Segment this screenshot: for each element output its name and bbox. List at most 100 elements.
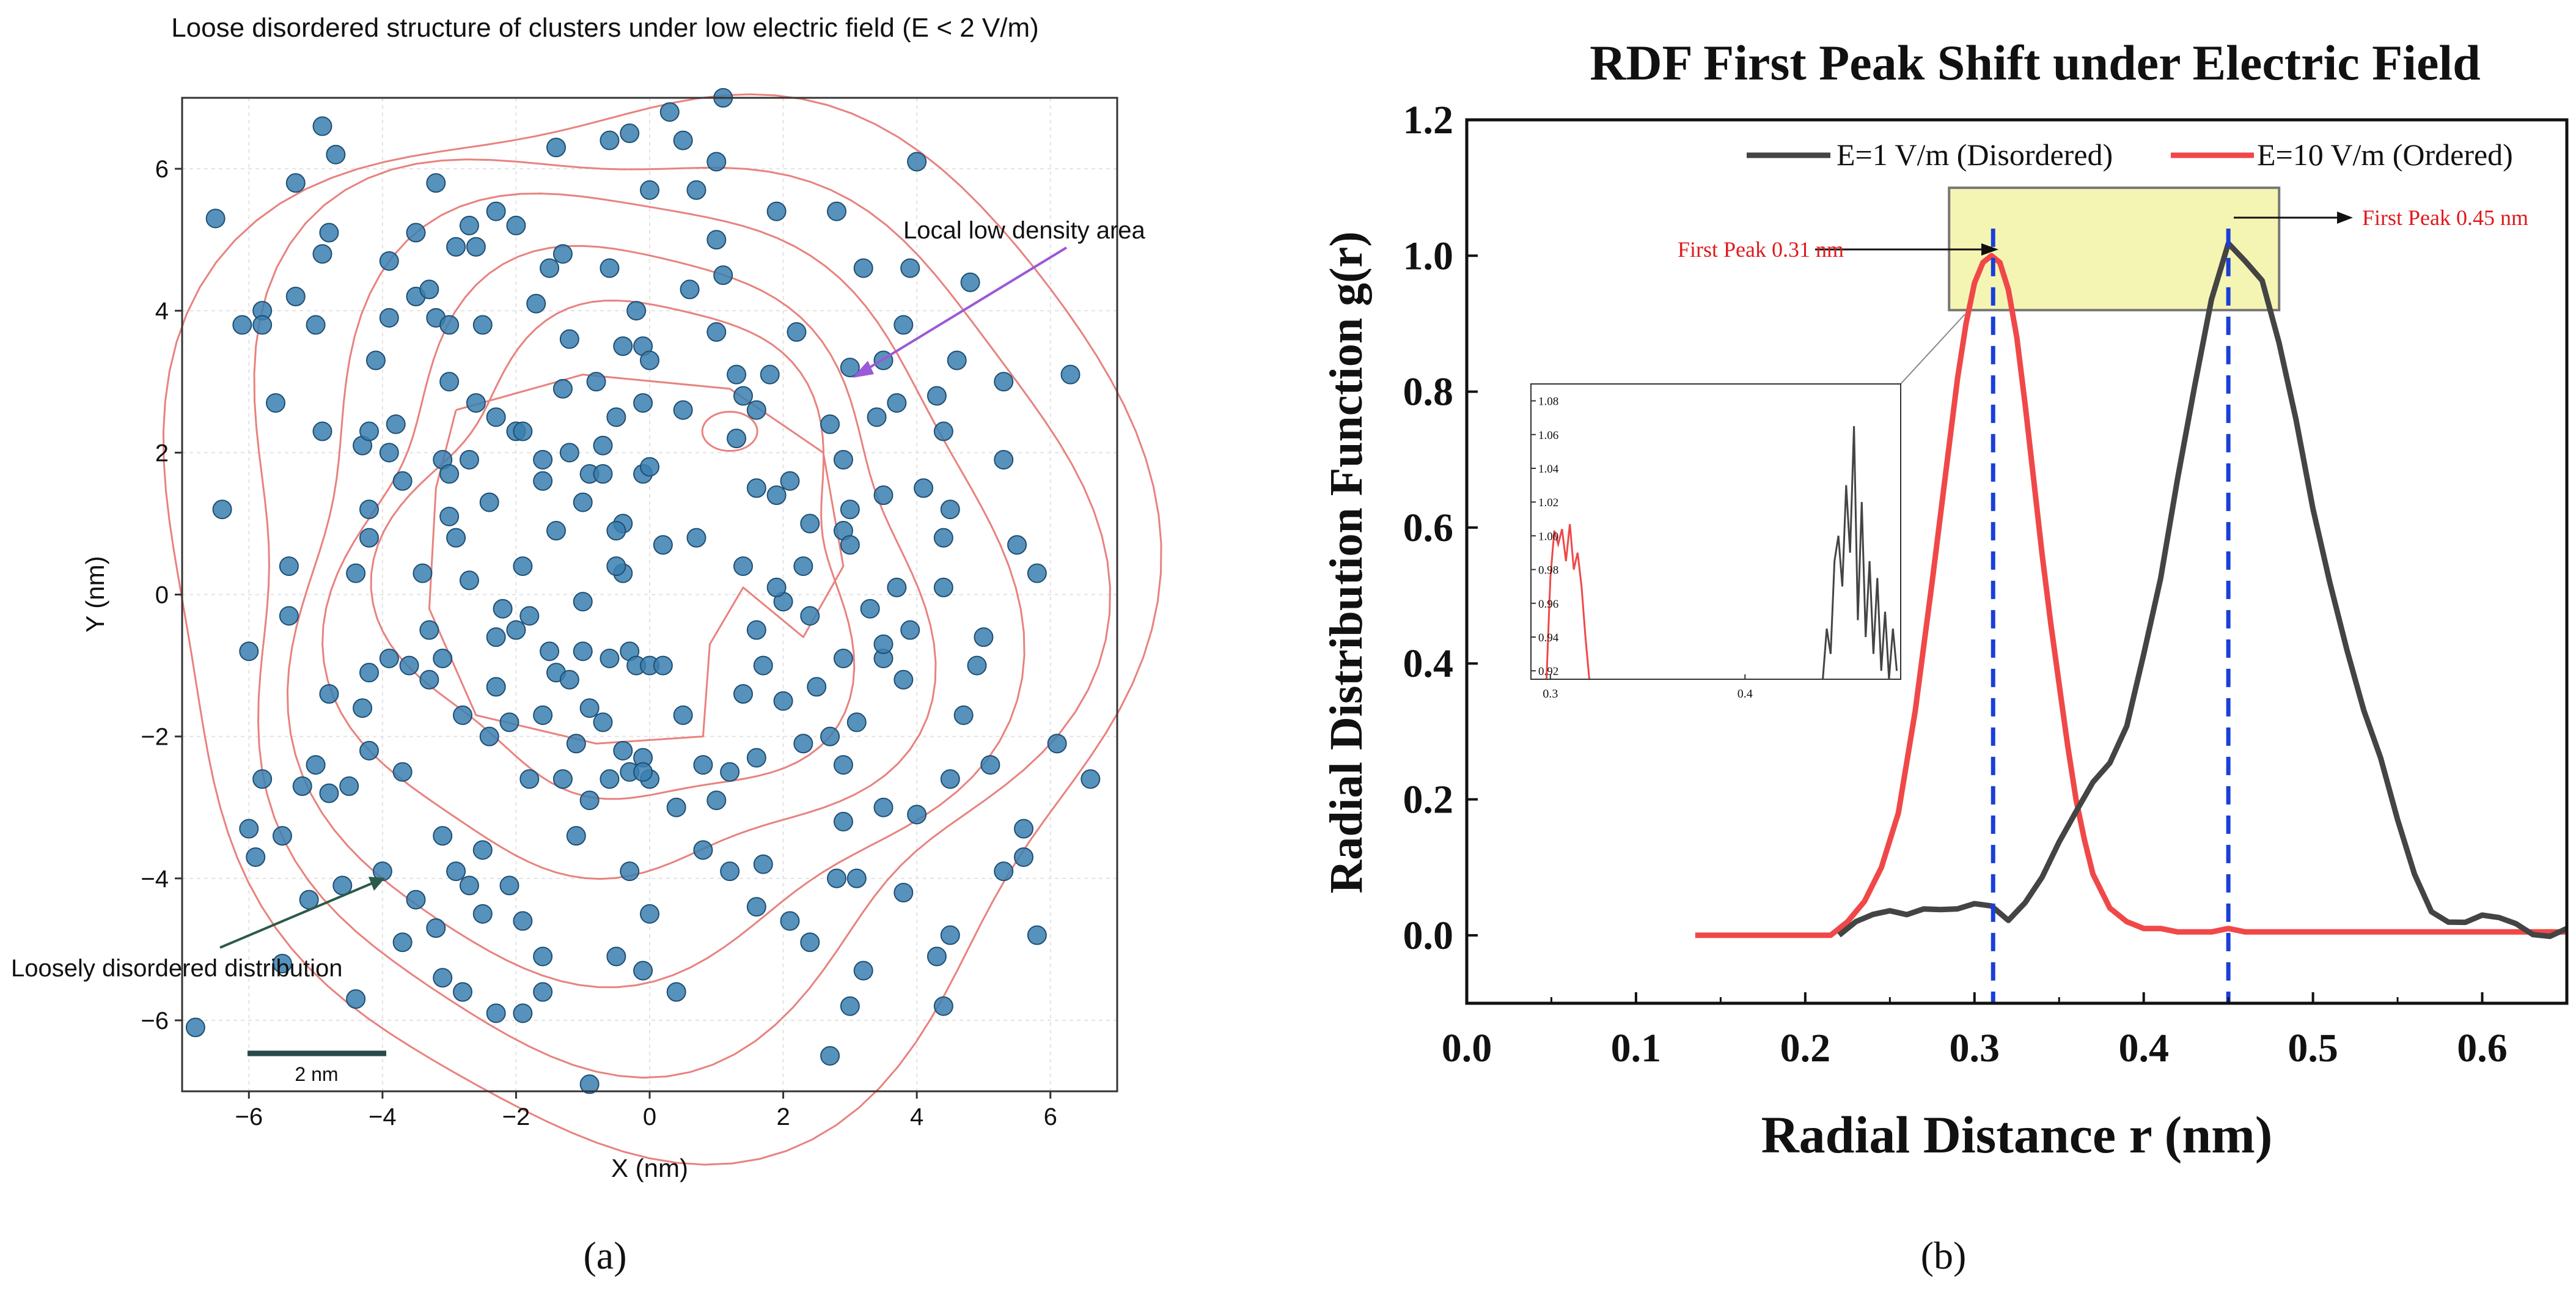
x-tick-label: −4 xyxy=(369,1104,397,1130)
panel-a-title: Loose disordered structure of clusters u… xyxy=(171,13,1039,43)
panel-b-label: (b) xyxy=(1921,1234,1967,1277)
scatter-point xyxy=(887,393,907,413)
inset-y-tick-label: 0.92 xyxy=(1538,665,1558,678)
scatter-point xyxy=(593,712,613,732)
scatter-point xyxy=(807,677,827,697)
scatter-point xyxy=(753,655,773,676)
scatter-point xyxy=(1081,769,1101,789)
scatter-point xyxy=(479,492,499,512)
scatter-point xyxy=(766,485,787,505)
scatter-point xyxy=(780,471,800,491)
scatter-point xyxy=(626,301,647,321)
scatter-point xyxy=(940,769,960,789)
panel-b-rdf: RDF First Peak Shift under Electric Fiel… xyxy=(1321,35,2569,1277)
scatter-point xyxy=(379,308,399,328)
scatter-point xyxy=(359,740,379,761)
scatter-point xyxy=(994,372,1014,392)
scatter-point xyxy=(446,861,466,882)
scatter-point xyxy=(513,421,533,441)
scatter-point xyxy=(239,641,259,662)
scatter-point xyxy=(392,762,413,782)
scatter-point xyxy=(673,705,693,725)
scatter-point xyxy=(466,393,486,413)
scatter-point xyxy=(780,911,800,931)
scatter-point xyxy=(419,669,439,690)
density-contour xyxy=(370,300,856,800)
scatter-point xyxy=(653,535,673,555)
scatter-point xyxy=(727,364,747,385)
scatter-point xyxy=(967,655,987,676)
scatter-point xyxy=(733,386,753,406)
scatter-point xyxy=(579,1074,600,1094)
scatter-point xyxy=(466,237,486,257)
scatter-point xyxy=(827,868,846,888)
scatter-point xyxy=(840,996,860,1016)
scatter-point xyxy=(846,712,867,732)
panel-a-xlabel: X (nm) xyxy=(611,1154,688,1182)
inset-connector xyxy=(1900,314,1965,385)
scatter-point xyxy=(379,251,399,271)
panel-b-ticks: 0.0 0.1 0.2 0.3 0.4 0.5 0.6 0.0 0.2 0.4 0.6 0.8 1.0 1… xyxy=(1403,98,2508,1071)
scatter-point xyxy=(379,648,399,668)
inset-x-tick-label: 0.4 xyxy=(1738,687,1753,701)
scatter-point xyxy=(272,826,292,846)
scatter-point xyxy=(927,946,947,967)
scatter-point xyxy=(953,705,974,725)
scale-bar-label: 2 nm xyxy=(295,1063,338,1085)
scatter-point xyxy=(693,755,713,775)
inset-y-tick-label: 1.04 xyxy=(1538,463,1559,476)
scatter-point xyxy=(640,904,659,924)
scatter-point xyxy=(413,563,433,583)
scatter-point xyxy=(359,499,379,520)
scatter-point xyxy=(359,528,379,548)
panel-b-reference-lines xyxy=(1991,228,2231,1003)
density-contour xyxy=(286,192,1026,989)
scatter-point xyxy=(800,606,820,626)
scatter-point xyxy=(860,599,880,619)
scatter-point xyxy=(766,201,787,221)
scatter-point xyxy=(613,336,633,356)
scatter-point xyxy=(1014,847,1033,867)
scatter-point xyxy=(686,180,706,200)
first-peak-045-label: First Peak 0.45 nm xyxy=(2362,205,2528,230)
scatter-point xyxy=(686,528,706,548)
density-contour xyxy=(701,411,758,452)
scatter-point xyxy=(326,144,346,164)
scatter-point xyxy=(666,982,686,1002)
scatter-point xyxy=(900,620,920,640)
scatter-point xyxy=(600,769,620,789)
scatter-point xyxy=(406,223,426,243)
scatter-point xyxy=(994,861,1014,882)
panel-a-ticks: −6 −4 −2 0 2 4 6 −6 −4 −2 0 2 4 6 xyxy=(141,156,1057,1130)
scatter-point xyxy=(205,208,226,229)
scatter-point xyxy=(733,556,753,577)
scatter-point xyxy=(873,485,894,505)
y-tick-label: 1.0 xyxy=(1403,234,1454,278)
scatter-point xyxy=(606,946,626,967)
scatter-point xyxy=(359,421,379,441)
scatter-point xyxy=(533,982,553,1002)
scatter-point xyxy=(600,130,620,150)
x-tick-label: 0.5 xyxy=(2288,1026,2338,1071)
scatter-point xyxy=(706,322,727,342)
scatter-point xyxy=(666,797,686,817)
scatter-point xyxy=(693,840,713,860)
scatter-point xyxy=(459,570,479,591)
scatter-point xyxy=(940,925,960,945)
scatter-point xyxy=(900,258,920,278)
panel-a-ylabel: Y (nm) xyxy=(81,556,109,632)
scatter-point xyxy=(746,478,766,498)
scatter-point xyxy=(419,620,439,640)
first-peak-031-arrowhead xyxy=(1981,243,1998,256)
inset-y-tick-label: 1.06 xyxy=(1538,429,1558,442)
scatter-point xyxy=(853,960,873,981)
panel-a-scatter: Loose disordered structure of clusters u… xyxy=(11,13,1162,1277)
scatter-point xyxy=(833,648,853,668)
scatter-point xyxy=(279,556,299,577)
scatter-point xyxy=(486,407,506,427)
scatter-point xyxy=(933,996,953,1016)
scatter-point xyxy=(579,791,600,811)
scatter-point xyxy=(540,641,560,662)
scatter-point xyxy=(486,677,506,697)
inset-plot: 0.3 0.4 0.92 0.94 0.96 0.98 1.00 1.02 1.04 1.06 1.… xyxy=(1530,314,1965,701)
